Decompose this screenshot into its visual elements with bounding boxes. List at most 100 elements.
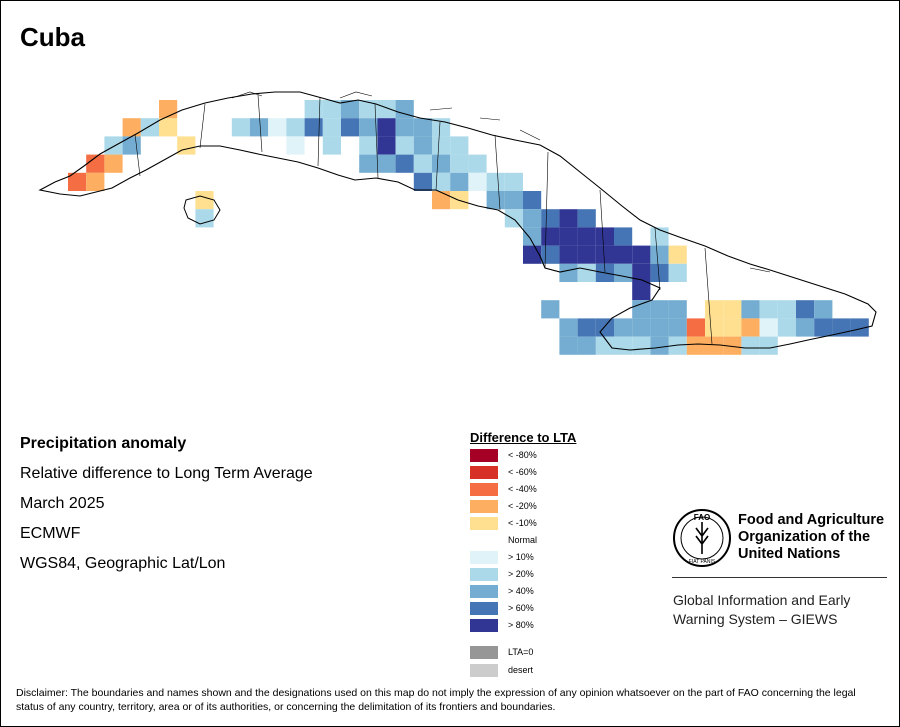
anomaly-cell	[68, 172, 87, 191]
anomaly-cell	[432, 118, 451, 137]
anomaly-cell	[359, 100, 378, 119]
anomaly-cell	[595, 336, 614, 355]
giews-text: Global Information and Early Warning Sys…	[673, 591, 893, 629]
legend-label: LTA=0	[508, 647, 534, 657]
anomaly-cell	[432, 191, 451, 210]
fao-name-line3: United Nations	[738, 546, 841, 562]
fao-name: Food and Agriculture Organization of the…	[738, 512, 898, 563]
anomaly-cell	[523, 191, 542, 210]
anomaly-cell	[577, 263, 596, 282]
legend-label: < -80%	[508, 450, 537, 460]
anomaly-cell	[741, 318, 760, 337]
fao-name-line1: Food and Agriculture	[738, 512, 885, 528]
anomaly-cell	[413, 154, 432, 173]
fao-logo-motto: FIAT PANIS	[689, 559, 716, 565]
anomaly-cell	[286, 118, 305, 137]
anomaly-cell	[668, 263, 687, 282]
legend-label: < -20%	[508, 501, 537, 511]
anomaly-cell	[286, 136, 305, 155]
anomaly-cell	[668, 245, 687, 264]
anomaly-grid	[68, 100, 869, 355]
legend-label: > 20%	[508, 569, 534, 579]
anomaly-cell	[231, 118, 250, 137]
legend-swatch	[470, 664, 498, 677]
legend-label: > 80%	[508, 620, 534, 630]
anomaly-cell	[304, 118, 323, 137]
legend-swatch	[470, 500, 498, 513]
anomaly-cell	[777, 300, 796, 319]
anomaly-cell	[195, 209, 214, 228]
anomaly-cell	[122, 136, 141, 155]
keys-outline	[231, 91, 771, 273]
fao-name-line2: Organization of the	[738, 529, 871, 545]
precipitation-map	[38, 91, 877, 355]
anomaly-cell	[559, 209, 578, 228]
anomaly-cell	[395, 154, 414, 173]
anomaly-cell	[432, 136, 451, 155]
anomaly-cell	[359, 136, 378, 155]
anomaly-cell	[450, 154, 469, 173]
anomaly-cell	[523, 227, 542, 246]
anomaly-cell	[104, 136, 123, 155]
anomaly-cell	[413, 118, 432, 137]
legend-label: desert	[508, 665, 534, 675]
anomaly-cell	[595, 245, 614, 264]
anomaly-cell	[322, 118, 341, 137]
legend-label: < -60%	[508, 467, 537, 477]
info-model: ECMWF	[20, 525, 81, 542]
anomaly-cell	[486, 191, 505, 210]
anomaly-cell	[86, 154, 105, 173]
anomaly-cell	[104, 154, 123, 173]
anomaly-cell	[268, 118, 287, 137]
anomaly-cell	[741, 300, 760, 319]
anomaly-cell	[632, 263, 651, 282]
anomaly-cell	[686, 318, 705, 337]
anomaly-cell	[650, 263, 669, 282]
legend-swatch	[470, 585, 498, 598]
anomaly-cell	[504, 172, 523, 191]
anomaly-cell	[432, 172, 451, 191]
anomaly-cell	[195, 191, 214, 210]
legend-swatch	[470, 619, 498, 632]
cuba-outline	[38, 91, 877, 351]
legend-swatch	[470, 483, 498, 496]
legend-swatch	[470, 449, 498, 462]
legend-label: > 60%	[508, 603, 534, 613]
anomaly-cell	[577, 227, 596, 246]
anomaly-cell	[814, 300, 833, 319]
info-projection: WGS84, Geographic Lat/Lon	[20, 555, 226, 572]
anomaly-cell	[741, 336, 760, 355]
anomaly-cell	[614, 318, 633, 337]
anomaly-cell	[450, 136, 469, 155]
anomaly-cell	[614, 263, 633, 282]
anomaly-cell	[577, 336, 596, 355]
anomaly-cell	[614, 227, 633, 246]
anomaly-cell	[759, 318, 778, 337]
anomaly-cell	[377, 118, 396, 137]
anomaly-cell	[341, 118, 360, 137]
anomaly-cell	[650, 245, 669, 264]
anomaly-cell	[541, 300, 560, 319]
anomaly-cell	[650, 336, 669, 355]
legend-title: Difference to LTA	[470, 430, 577, 445]
anomaly-cell	[377, 100, 396, 119]
anomaly-cell	[723, 318, 742, 337]
anomaly-cell	[559, 318, 578, 337]
anomaly-cell	[577, 209, 596, 228]
anomaly-cell	[395, 136, 414, 155]
disclaimer: Disclaimer: The boundaries and names sho…	[16, 687, 856, 713]
anomaly-cell	[395, 100, 414, 119]
anomaly-cell	[814, 318, 833, 337]
map-title: Cuba	[20, 22, 85, 52]
anomaly-cell	[177, 136, 196, 155]
legend-swatch	[470, 551, 498, 564]
anomaly-cell	[413, 172, 432, 191]
anomaly-cell	[413, 136, 432, 155]
anomaly-cell	[668, 300, 687, 319]
legend-label: > 10%	[508, 552, 534, 562]
legend-label: < -40%	[508, 484, 537, 494]
anomaly-cell	[759, 300, 778, 319]
anomaly-cell	[395, 118, 414, 137]
anomaly-cell	[577, 318, 596, 337]
anomaly-cell	[632, 282, 651, 301]
